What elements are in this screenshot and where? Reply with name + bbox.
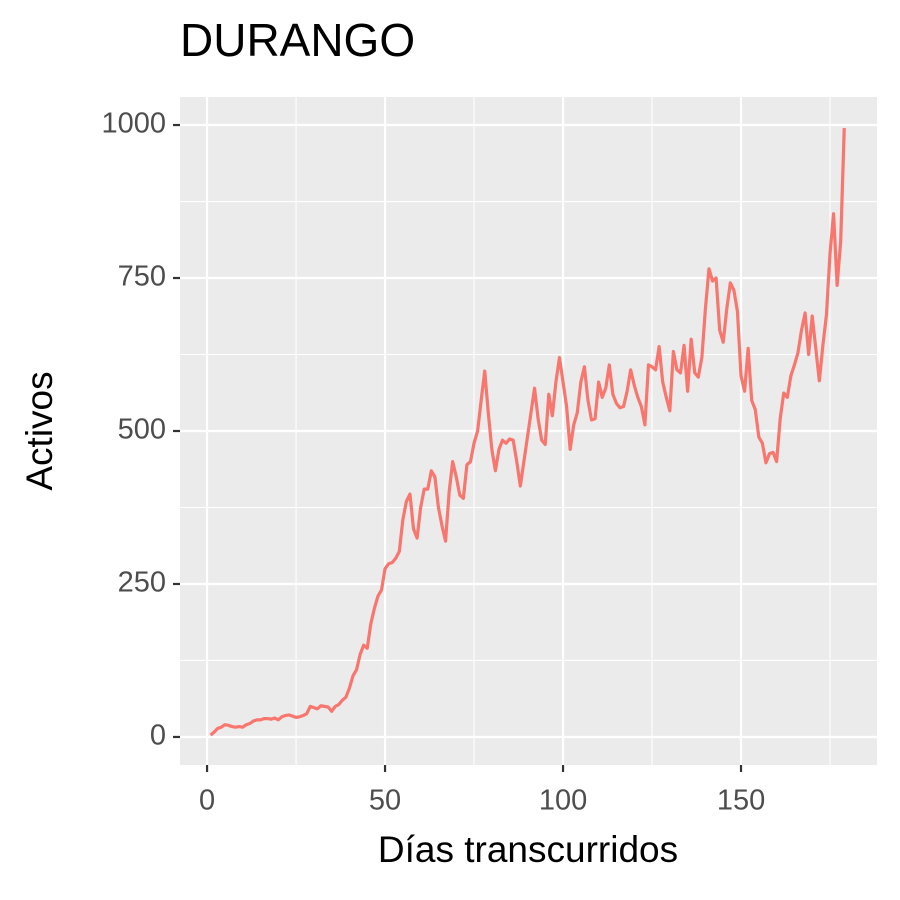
y-tick-label: 250: [118, 567, 166, 599]
y-axis-title: Activos: [19, 371, 60, 490]
x-tick-label: 150: [717, 785, 765, 817]
y-tick-label: 750: [118, 261, 166, 293]
chart-title: DURANGO: [180, 14, 415, 66]
x-tick-label: 50: [369, 785, 401, 817]
y-tick-label: 1000: [101, 108, 166, 140]
data-line: [209, 128, 846, 737]
y-tick-label: 500: [118, 414, 166, 446]
x-tick-label: 0: [199, 785, 215, 817]
y-tick-label: 0: [150, 720, 166, 752]
x-axis-title: Días transcurridos: [378, 829, 678, 870]
plot: [209, 128, 846, 737]
x-tick-label: 100: [539, 785, 587, 817]
